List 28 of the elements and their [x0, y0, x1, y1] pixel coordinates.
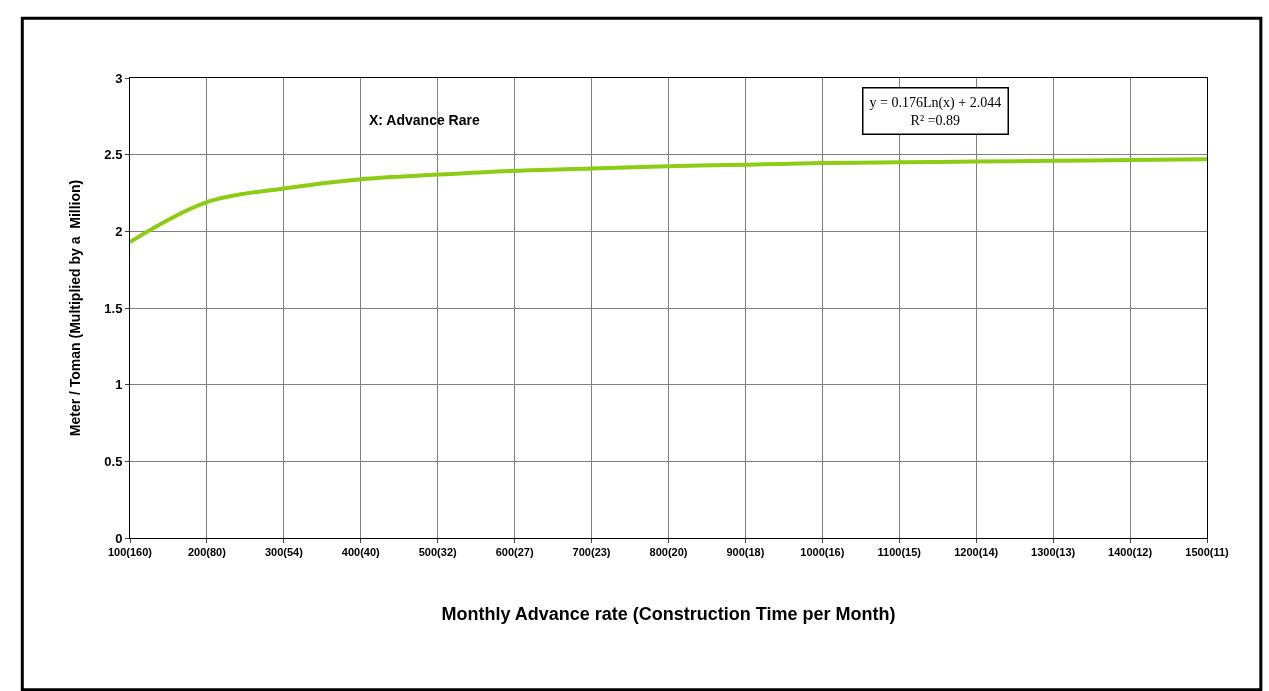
annotation: X: Advance Rare: [369, 112, 480, 128]
y-axis-title: Meter / Toman (Multiplied by a Million): [66, 179, 83, 437]
x-tick-label: 1000(16): [800, 546, 845, 559]
x-tick-label: 1400(12): [1108, 546, 1153, 559]
y-tick-label: 0.5: [104, 453, 123, 469]
x-tick-label: 800(20): [649, 546, 688, 559]
x-tick-label: 100(160): [107, 546, 153, 559]
x-tick-label: 400(40): [341, 546, 381, 559]
annotation: y = 0.176Ln(x) + 2.044: [869, 94, 1002, 111]
x-tick-label: 900(18): [726, 546, 765, 559]
y-tick-label: 1.5: [104, 300, 123, 316]
y-tick-label: 3: [115, 70, 123, 86]
y-tick-label: 0: [115, 530, 123, 546]
x-tick-label: 200(80): [187, 546, 227, 559]
y-tick-label: 1: [115, 377, 123, 393]
y-tick-label: 2: [115, 223, 123, 239]
annotation: R² =0.89: [910, 112, 961, 128]
x-tick-label: 500(32): [418, 546, 457, 559]
x-tick-label: 1200(14): [954, 546, 999, 559]
x-tick-label: 1100(15): [877, 546, 922, 559]
x-tick-label: 1500(11): [1185, 546, 1230, 559]
x-tick-label: 300(54): [264, 546, 304, 559]
x-axis-title: Monthly Advance rate (Construction Time per Month): [441, 604, 896, 625]
x-tick-label: 1300(13): [1031, 546, 1076, 559]
y-tick-label: 2.5: [104, 147, 123, 163]
line-series: [130, 157, 1207, 245]
x-tick-label: 700(23): [572, 546, 611, 559]
x-tick-label: 600(27): [495, 546, 534, 559]
